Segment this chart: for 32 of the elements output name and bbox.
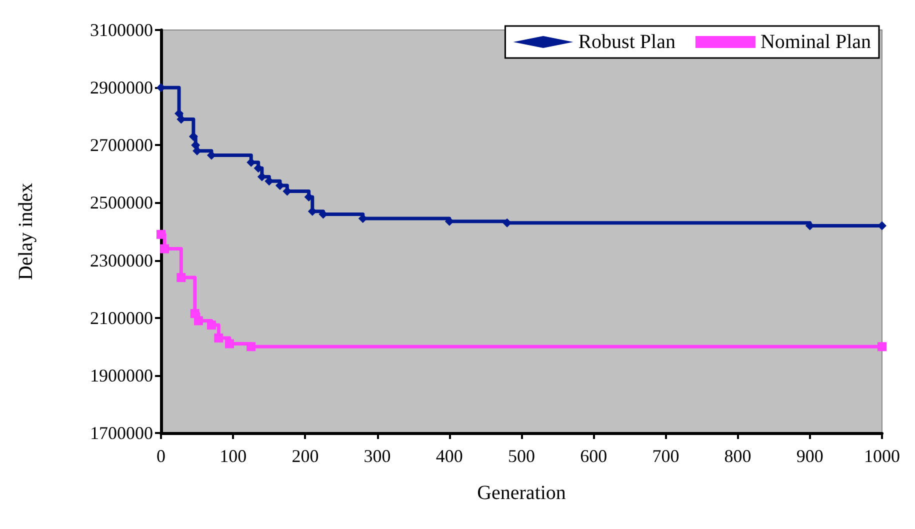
x-tick-label: 0 (156, 446, 166, 466)
legend-label: Nominal Plan (760, 31, 871, 53)
point (160, 244, 170, 254)
x-tick-label: 800 (724, 446, 752, 466)
y-axis-title: Delay index (15, 182, 37, 280)
x-tick-label: 1000 (864, 446, 900, 466)
point (194, 316, 203, 326)
y-tick-label: 1700000 (90, 423, 153, 443)
x-axis-title: Generation (477, 482, 566, 504)
point (206, 320, 216, 330)
y-tick-label: 1900000 (90, 365, 153, 386)
x-tick-label: 600 (580, 446, 608, 466)
y-tick-label: 3100000 (90, 20, 153, 40)
point (878, 342, 886, 352)
x-tick-label: 200 (292, 446, 319, 466)
x-tick-label: 100 (220, 446, 247, 466)
y-tick-label: 2700000 (90, 135, 153, 156)
y-tick-label: 2300000 (90, 250, 153, 270)
x-tick-label: 300 (364, 446, 391, 466)
x-tick-label: 500 (508, 446, 535, 466)
point (156, 230, 166, 239)
x-tick-label: 400 (436, 446, 463, 466)
y-tick-label: 2900000 (90, 78, 153, 98)
y-tick-label: 2100000 (90, 308, 153, 328)
point (246, 342, 256, 352)
x-tick-label: 700 (652, 446, 680, 466)
y-tick-label: 2500000 (90, 192, 153, 213)
legend-label: Robust Plan (578, 31, 676, 53)
point (176, 273, 186, 282)
point (224, 339, 234, 348)
point (214, 334, 224, 343)
x-tick-label: 900 (796, 446, 824, 466)
